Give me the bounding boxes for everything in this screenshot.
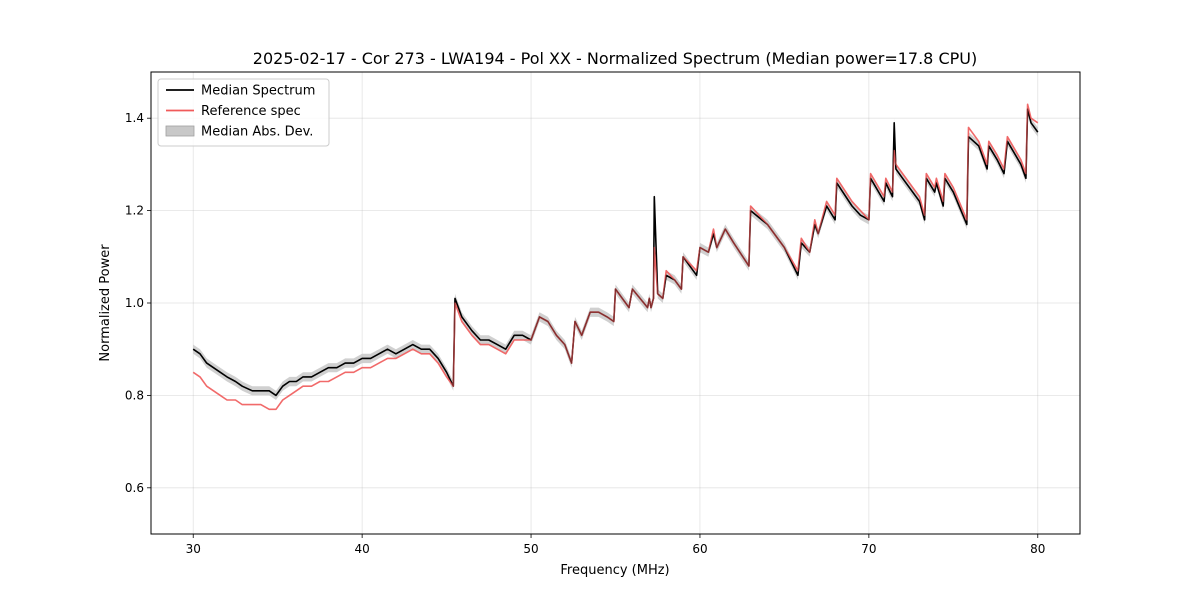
axis-ticks: 30 40 50 60 70 80 0.6 0.8 1.0 1.2 1.4 — [125, 111, 1046, 556]
legend-label: Reference spec — [201, 104, 301, 119]
chart-title: 2025-02-17 - Cor 273 - LWA194 - Pol XX -… — [253, 49, 977, 68]
y-tick-label: 1.4 — [125, 111, 144, 125]
x-tick-label: 50 — [523, 542, 538, 556]
x-tick-label: 60 — [692, 542, 707, 556]
x-tick-label: 40 — [354, 542, 369, 556]
y-tick-label: 0.6 — [125, 481, 144, 495]
y-tick-label: 1.2 — [125, 204, 144, 218]
y-axis-label: Normalized Power — [98, 244, 113, 362]
legend-label: Median Abs. Dev. — [201, 125, 313, 140]
legend: Median Spectrum Reference spec Median Abs.… — [157, 78, 330, 147]
series-layer — [192, 103, 1039, 411]
y-tick-label: 1.0 — [125, 296, 144, 310]
x-tick-label: 70 — [861, 542, 876, 556]
x-tick-label: 30 — [186, 542, 201, 556]
x-tick-label: 80 — [1030, 542, 1045, 556]
y-tick-label: 0.8 — [125, 388, 144, 402]
legend-box — [157, 78, 330, 147]
median-spectrum-overlay — [192, 108, 1039, 396]
reference-spec-line — [192, 103, 1039, 411]
x-axis-label: Frequency (MHz) — [560, 563, 669, 578]
legend-swatch-patch — [165, 125, 195, 137]
legend-label: Median Spectrum — [201, 84, 315, 99]
